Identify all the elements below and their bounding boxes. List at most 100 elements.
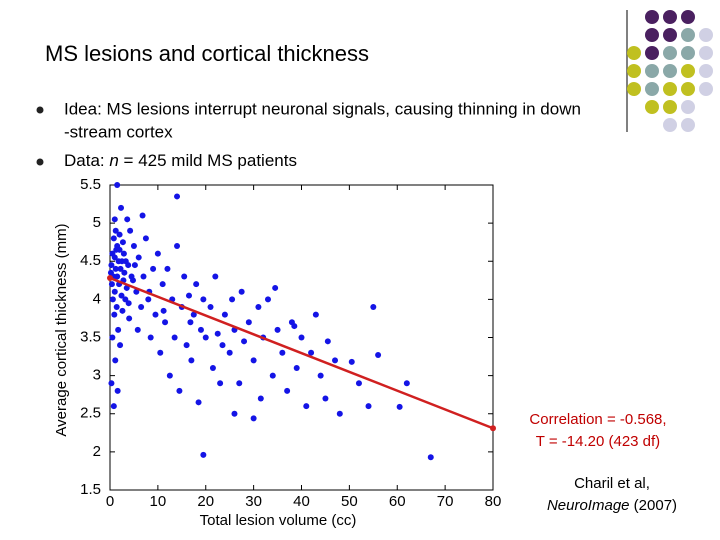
point [119,239,126,246]
dot [645,82,659,96]
point [212,273,219,280]
point [348,358,355,365]
point [274,326,281,333]
point [157,349,164,356]
point [140,273,147,280]
dot [681,100,695,114]
point [257,395,264,402]
point [174,193,181,200]
bullet-part: Data: [64,151,109,170]
point [150,265,157,272]
x-tick-label: 10 [150,493,167,510]
bullet-text: Idea: MS lesions interrupt neuronal sign… [64,99,581,118]
annotation: Correlation = -0.568, [529,411,666,428]
dot [663,46,677,60]
point [236,380,243,387]
point [214,330,221,337]
point [122,258,129,265]
point [130,243,137,249]
point [120,250,127,257]
point [200,451,207,458]
point [209,365,216,371]
point [190,311,197,318]
dot [663,10,677,24]
point [187,319,194,326]
point [113,304,120,310]
dot [663,118,677,132]
y-tick-label: 3.5 [80,328,101,345]
point [108,281,115,288]
point [355,380,362,387]
point [166,372,173,379]
point [108,380,115,387]
bullet-dot [36,158,44,166]
point [229,296,236,303]
point [195,399,202,406]
point [317,372,324,379]
dot [681,82,695,96]
point [188,357,195,364]
dot [627,64,641,78]
point [221,311,228,318]
point [171,334,178,341]
point [176,387,183,394]
point [111,254,118,261]
dot [645,46,659,60]
point [403,380,410,387]
citation: Charil et al, [574,475,650,492]
point [110,235,117,242]
dot [681,46,695,60]
y-tick-label: 5 [93,214,101,231]
y-tick-label: 4 [93,290,101,307]
point [119,307,126,314]
point [113,246,120,253]
point [131,262,138,269]
point [107,269,114,276]
point [255,304,262,310]
x-tick-label: 70 [437,493,454,510]
x-tick-label: 50 [341,493,358,510]
dot [699,82,713,96]
point [118,204,125,211]
point [135,254,142,261]
fit-line [109,276,494,430]
bullet-part: n [109,151,118,170]
point [241,338,248,345]
dot [663,64,677,78]
dot [645,10,659,24]
point [111,216,118,223]
bullet-part: = 425 mild MS patients [119,151,297,170]
dot [645,64,659,78]
citation: NeuroImage (2007) [547,497,677,514]
point [114,273,121,280]
point [115,326,122,333]
point [217,380,224,387]
point [245,319,252,326]
point [293,365,300,371]
point [332,357,339,364]
dot [681,118,695,132]
bullet-text: Data: n = 425 mild MS patients [64,151,297,170]
point [138,304,145,310]
annotation: T = -14.20 (423 df) [536,433,660,450]
point [124,216,131,223]
point [160,307,167,314]
dot [681,64,695,78]
bullet-text: -stream cortex [64,122,173,141]
point [200,296,207,303]
point [207,304,214,310]
dot [663,28,677,42]
point [250,357,257,364]
point [114,387,121,394]
point [162,319,169,326]
dot [681,10,695,24]
point [126,315,133,322]
y-axis-label: Average cortical thickness (mm) [53,223,70,436]
point [308,349,315,356]
x-tick-label: 30 [245,493,262,510]
x-tick-label: 20 [197,493,214,510]
y-tick-label: 4.5 [80,252,101,269]
point [110,403,117,410]
decoration [626,10,713,132]
point [121,269,128,276]
